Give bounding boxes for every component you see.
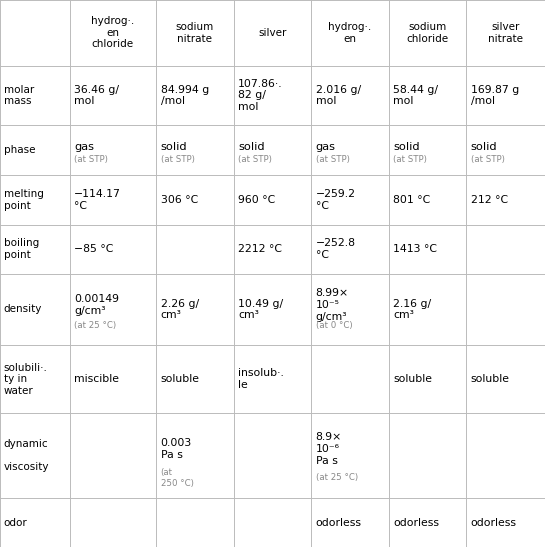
Text: boiling
point: boiling point xyxy=(4,238,39,260)
Text: (at STP): (at STP) xyxy=(316,155,349,164)
Text: (at
250 °C): (at 250 °C) xyxy=(161,468,193,488)
Text: 2.16 g/
cm³: 2.16 g/ cm³ xyxy=(393,299,431,320)
Text: odorless: odorless xyxy=(393,517,439,528)
Text: (at STP): (at STP) xyxy=(161,155,195,164)
Text: 2.26 g/
cm³: 2.26 g/ cm³ xyxy=(161,299,199,320)
Text: density: density xyxy=(4,304,42,315)
Text: solubili·.
ty in
water: solubili·. ty in water xyxy=(4,363,48,396)
Text: 36.46 g/
mol: 36.46 g/ mol xyxy=(74,85,119,106)
Text: hydrog·.
en: hydrog·. en xyxy=(329,22,372,44)
Text: −114.17
°C: −114.17 °C xyxy=(74,189,121,211)
Text: (at 25 °C): (at 25 °C) xyxy=(316,474,358,482)
Text: −259.2
°C: −259.2 °C xyxy=(316,189,356,211)
Text: soluble: soluble xyxy=(161,374,199,384)
Text: silver: silver xyxy=(258,28,287,38)
Text: 58.44 g/
mol: 58.44 g/ mol xyxy=(393,85,438,106)
Text: 0.00149
g/cm³: 0.00149 g/cm³ xyxy=(74,294,119,316)
Text: (at STP): (at STP) xyxy=(393,155,427,164)
Text: phase: phase xyxy=(4,145,35,155)
Text: 306 °C: 306 °C xyxy=(161,195,198,205)
Text: odorless: odorless xyxy=(471,517,517,528)
Text: gas: gas xyxy=(316,142,336,152)
Text: (at STP): (at STP) xyxy=(471,155,505,164)
Text: solid: solid xyxy=(471,142,497,152)
Text: sodium
nitrate: sodium nitrate xyxy=(176,22,214,44)
Text: 2212 °C: 2212 °C xyxy=(238,244,282,254)
Text: 84.994 g
/mol: 84.994 g /mol xyxy=(161,85,209,106)
Text: (at 0 °C): (at 0 °C) xyxy=(316,321,352,330)
Text: sodium
chloride: sodium chloride xyxy=(407,22,449,44)
Text: odor: odor xyxy=(4,517,28,528)
Text: insolub·.
le: insolub·. le xyxy=(238,369,284,390)
Text: soluble: soluble xyxy=(471,374,510,384)
Text: 8.99×
10⁻⁵
g/cm³: 8.99× 10⁻⁵ g/cm³ xyxy=(316,288,349,322)
Text: solid: solid xyxy=(238,142,265,152)
Text: melting
point: melting point xyxy=(4,189,44,211)
Text: molar
mass: molar mass xyxy=(4,85,34,106)
Text: −85 °C: −85 °C xyxy=(74,244,113,254)
Text: soluble: soluble xyxy=(393,374,432,384)
Text: solid: solid xyxy=(161,142,187,152)
Text: dynamic

viscosity: dynamic viscosity xyxy=(4,439,49,473)
Text: (at 25 °C): (at 25 °C) xyxy=(74,321,116,330)
Text: 2.016 g/
mol: 2.016 g/ mol xyxy=(316,85,361,106)
Text: 801 °C: 801 °C xyxy=(393,195,431,205)
Text: 8.9×
10⁻⁶
Pa s: 8.9× 10⁻⁶ Pa s xyxy=(316,433,342,465)
Text: 0.003
Pa s: 0.003 Pa s xyxy=(161,438,192,460)
Text: (at STP): (at STP) xyxy=(74,155,108,164)
Text: 107.86·.
82 g/
mol: 107.86·. 82 g/ mol xyxy=(238,79,283,112)
Text: solid: solid xyxy=(393,142,420,152)
Text: odorless: odorless xyxy=(316,517,362,528)
Text: gas: gas xyxy=(74,142,94,152)
Text: 169.87 g
/mol: 169.87 g /mol xyxy=(471,85,519,106)
Text: 960 °C: 960 °C xyxy=(238,195,275,205)
Text: 1413 °C: 1413 °C xyxy=(393,244,437,254)
Text: miscible: miscible xyxy=(74,374,119,384)
Text: hydrog·.
en
chloride: hydrog·. en chloride xyxy=(92,16,135,49)
Text: silver
nitrate: silver nitrate xyxy=(488,22,523,44)
Text: 212 °C: 212 °C xyxy=(471,195,508,205)
Text: (at STP): (at STP) xyxy=(238,155,272,164)
Text: 10.49 g/
cm³: 10.49 g/ cm³ xyxy=(238,299,283,320)
Text: −252.8
°C: −252.8 °C xyxy=(316,238,356,260)
